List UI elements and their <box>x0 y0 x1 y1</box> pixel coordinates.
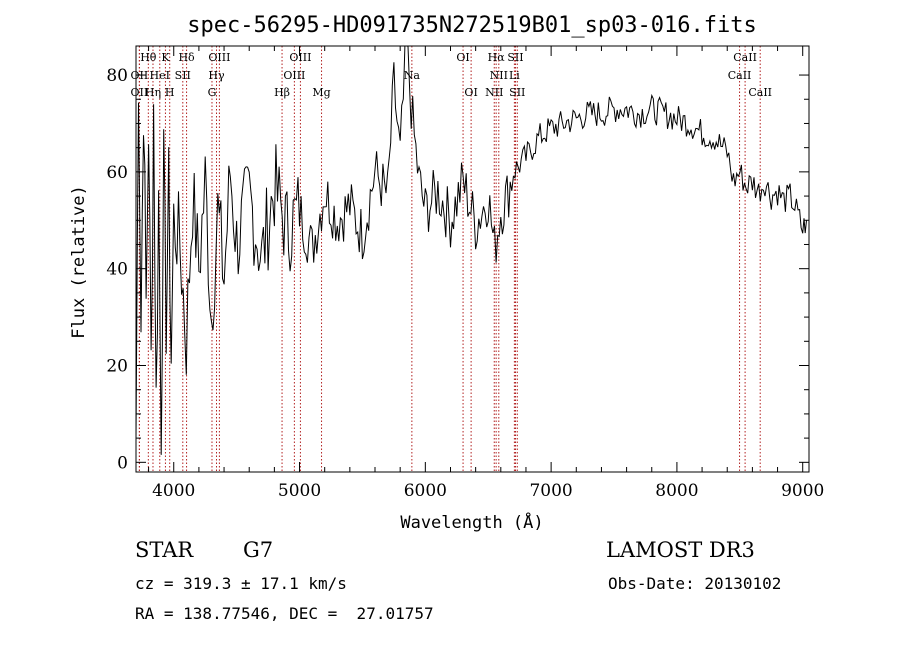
spectral-line-label: Hθ <box>140 51 157 64</box>
y-tick-label: 80 <box>106 66 128 86</box>
x-tick-label: 6000 <box>404 481 447 501</box>
spectral-line-label: G <box>208 86 217 99</box>
chart-title: spec-56295-HD091735N272519B01_sp03-016.f… <box>187 13 757 38</box>
spectral-line-label: Mg <box>312 86 330 99</box>
spectral-line-label: OI <box>456 51 469 64</box>
spectral-line-label: CaII <box>733 51 757 64</box>
subclass: G7 <box>243 538 274 562</box>
spectral-line-label: CaII <box>748 86 772 99</box>
spectral-line-label: Hα <box>488 51 506 64</box>
y-axis-label: Flux (relative) <box>69 185 89 339</box>
object-type: STAR <box>135 538 194 562</box>
spectral-line-label: Na <box>404 69 421 82</box>
spectral-line-label: Li <box>509 69 520 82</box>
coordinates: RA = 138.77546, DEC = 27.01757 <box>135 604 434 623</box>
survey-name: LAMOST DR3 <box>606 538 755 562</box>
spectral-line-label: Hγ <box>208 69 225 82</box>
spectral-line-label: SII <box>509 86 525 99</box>
spectral-line-label: OI <box>464 86 477 99</box>
x-tick-label: 5000 <box>278 481 321 501</box>
observation-date: Obs-Date: 20130102 <box>608 574 782 593</box>
y-tick-label: 40 <box>106 260 128 280</box>
spectral-line-label: Hη <box>145 86 161 99</box>
spectral-line-label: HeI <box>150 69 170 82</box>
spectral-line-label: CaII <box>728 69 752 82</box>
x-tick-label: 7000 <box>529 481 572 501</box>
x-axis-label: Wavelength (Å) <box>400 511 543 533</box>
spectral-line-label: K <box>161 51 170 64</box>
spectrum-series-line <box>135 45 807 455</box>
y-tick-label: 20 <box>106 357 128 377</box>
y-tick-label: 0 <box>117 453 128 473</box>
spectral-line-label: OIII <box>283 69 305 82</box>
spectral-line-label: OIII <box>208 51 230 64</box>
spectral-line-label: Hβ <box>274 86 290 99</box>
redshift-cz: cz = 319.3 ± 17.1 km/s <box>135 574 347 593</box>
spectral-line-label: NII <box>485 86 503 99</box>
plot-frame <box>135 45 810 473</box>
spectral-line-label: H <box>165 86 175 99</box>
spectral-line-label: OII <box>131 69 149 82</box>
y-tick-label: 60 <box>106 163 128 183</box>
spectral-line-label: SII <box>175 69 191 82</box>
spectral-line-label: NII <box>490 69 508 82</box>
spectral-line-label: OIII <box>289 51 311 64</box>
spectral-line-label: OII <box>131 86 149 99</box>
x-tick-label: 9000 <box>781 481 824 501</box>
spectral-line-label: SII <box>507 51 523 64</box>
spectral-line-label: Hδ <box>178 51 195 64</box>
x-tick-label: 8000 <box>655 481 698 501</box>
x-tick-label: 4000 <box>152 481 195 501</box>
